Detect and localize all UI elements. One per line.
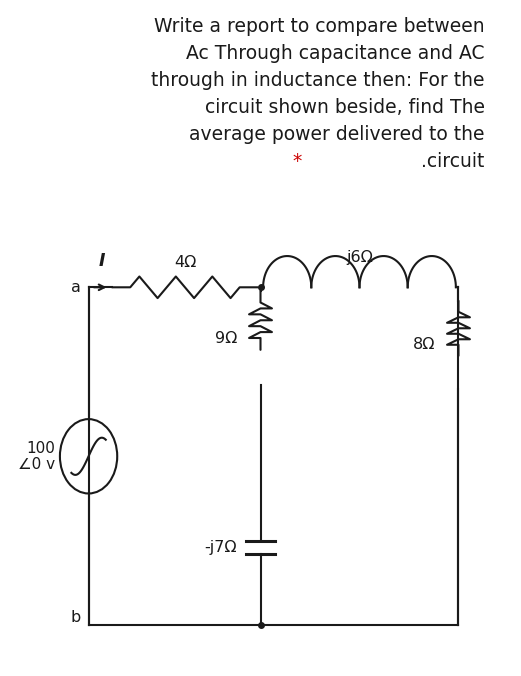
- Text: 4Ω: 4Ω: [174, 256, 196, 270]
- Text: b: b: [70, 610, 81, 625]
- Text: circuit shown beside, find The: circuit shown beside, find The: [205, 98, 485, 117]
- Text: Write a report to compare between: Write a report to compare between: [154, 17, 485, 36]
- Text: .circuit: .circuit: [421, 152, 485, 171]
- Text: j6Ω: j6Ω: [346, 250, 373, 265]
- Text: -j7Ω: -j7Ω: [204, 540, 237, 555]
- Text: I: I: [98, 252, 105, 270]
- Text: a: a: [71, 280, 81, 295]
- Text: Ac Through capacitance and AC: Ac Through capacitance and AC: [186, 44, 485, 63]
- Text: average power delivered to the: average power delivered to the: [189, 125, 485, 144]
- Text: ∠0 v: ∠0 v: [18, 457, 55, 472]
- Text: 100: 100: [26, 441, 55, 456]
- Text: *: *: [293, 152, 302, 171]
- Text: 8Ω: 8Ω: [413, 337, 435, 352]
- Text: 9Ω: 9Ω: [215, 331, 237, 345]
- Text: through in inductance then: For the: through in inductance then: For the: [151, 71, 485, 90]
